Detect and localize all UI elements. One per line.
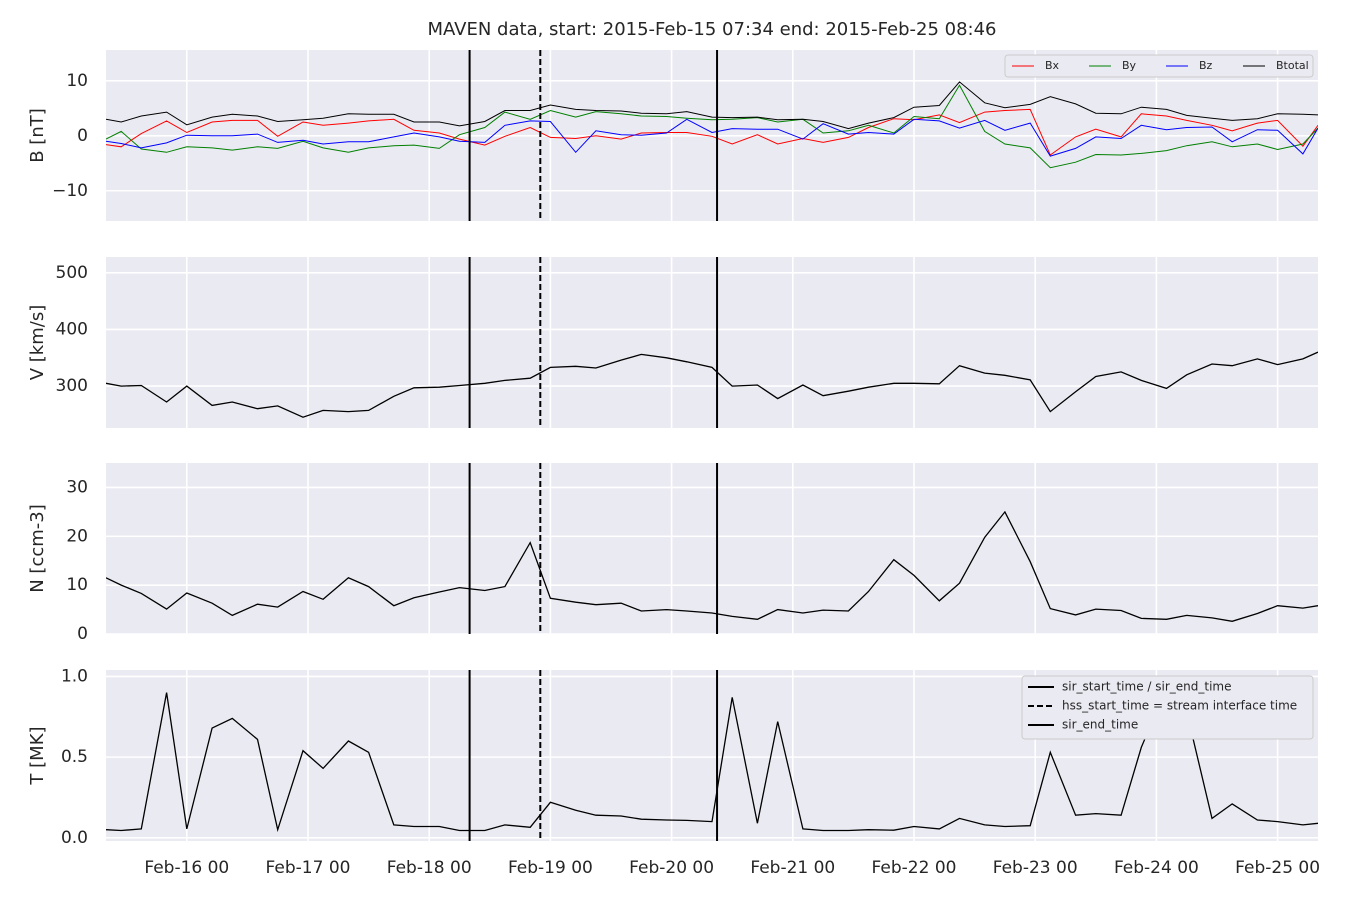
plot-background bbox=[106, 463, 1318, 634]
y-tick-label: 500 bbox=[56, 263, 88, 283]
plot-area bbox=[106, 257, 1318, 428]
y-tick-label: 400 bbox=[56, 319, 88, 339]
y-tick-label: 10 bbox=[66, 71, 88, 91]
plot-area bbox=[106, 670, 1318, 841]
y-tick-label: 20 bbox=[66, 526, 88, 546]
plot-area bbox=[106, 463, 1318, 634]
x-tick-label: Feb-18 00 bbox=[387, 858, 472, 878]
y-tick-label: 1.0 bbox=[61, 666, 88, 686]
x-tick-label: Feb-17 00 bbox=[266, 858, 351, 878]
x-tick-label: Feb-16 00 bbox=[144, 858, 229, 878]
data-line bbox=[106, 118, 1318, 157]
data-line bbox=[106, 510, 1318, 622]
legend-box bbox=[1021, 675, 1314, 740]
y-tick-label: 0 bbox=[77, 624, 88, 644]
y-tick-label: 0.0 bbox=[61, 828, 88, 848]
data-line bbox=[106, 351, 1318, 418]
chart-title: MAVEN data, start: 2015-Feb-15 07:34 end… bbox=[427, 19, 996, 40]
y-tick-label: 30 bbox=[66, 477, 88, 497]
x-tick-label: Feb-22 00 bbox=[872, 858, 957, 878]
plot-background bbox=[106, 257, 1318, 428]
x-tick-label: Feb-21 00 bbox=[750, 858, 835, 878]
x-tick-label: Feb-23 00 bbox=[993, 858, 1078, 878]
y-axis-label: V [km/s] bbox=[27, 305, 48, 380]
legend-label: sir_start_time / sir_end_time bbox=[1062, 680, 1232, 694]
plot-area bbox=[106, 50, 1318, 221]
x-tick-label: Feb-20 00 bbox=[629, 858, 714, 878]
legend-label: Bz bbox=[1199, 59, 1213, 72]
data-line bbox=[106, 84, 1318, 169]
y-axis-label: B [nT] bbox=[27, 108, 48, 163]
data-line bbox=[106, 108, 1318, 156]
y-tick-label: 10 bbox=[66, 575, 88, 595]
data-line bbox=[106, 686, 1318, 833]
y-tick-label: 300 bbox=[56, 376, 88, 396]
data-line bbox=[106, 81, 1318, 130]
x-tick-label: Feb-25 00 bbox=[1235, 858, 1320, 878]
y-axis-label: T [MK] bbox=[27, 726, 48, 785]
legend-label: Bx bbox=[1045, 59, 1060, 72]
y-axis-label: N [ccm-3] bbox=[27, 504, 48, 593]
legend-label: hss_start_time = stream interface time bbox=[1062, 699, 1297, 713]
y-tick-label: 0 bbox=[77, 126, 88, 146]
x-tick-label: Feb-19 00 bbox=[508, 858, 593, 878]
legend-label: Btotal bbox=[1276, 59, 1309, 72]
legend-box bbox=[1004, 54, 1314, 78]
y-tick-label: 0.5 bbox=[61, 747, 88, 767]
x-tick-label: Feb-24 00 bbox=[1114, 858, 1199, 878]
legend-label: sir_end_time bbox=[1062, 718, 1138, 732]
y-tick-label: −10 bbox=[52, 181, 88, 201]
legend-label: By bbox=[1122, 59, 1137, 72]
